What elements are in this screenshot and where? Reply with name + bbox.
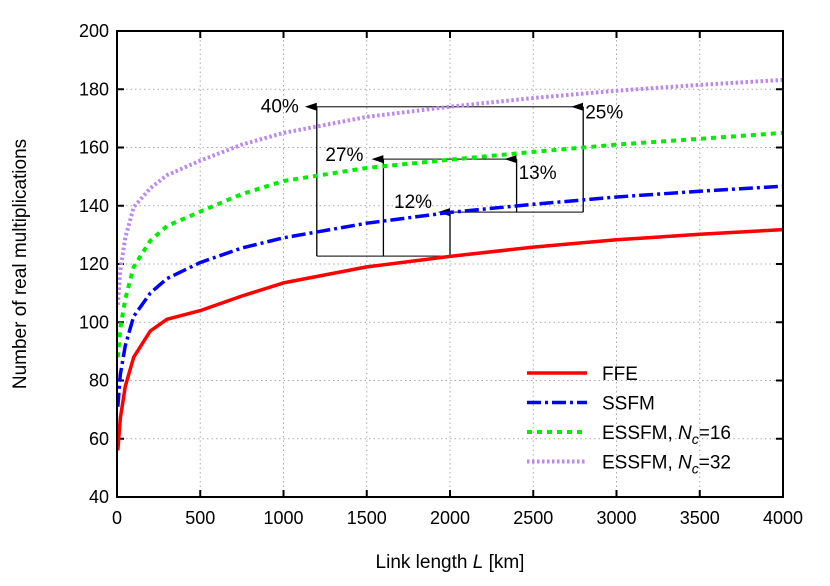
legend: FFE SSFM ESSFM, Nc=16 ESSFM, Nc=32	[527, 364, 731, 477]
y-tick-label: 200	[79, 21, 109, 41]
legend-label: SSFM	[602, 394, 655, 415]
x-tick-label: 3000	[596, 508, 636, 528]
plot-frame	[116, 30, 784, 498]
x-tick-label: 3500	[680, 508, 720, 528]
x-tick-label: 2000	[430, 508, 470, 528]
series-line	[116, 227, 784, 451]
y-tick-label: 40	[89, 487, 109, 507]
legend-label: FFE	[602, 364, 638, 385]
y-tick-label: 180	[79, 79, 109, 99]
annotation-label: 27%	[325, 145, 363, 166]
y-tick-label: 100	[79, 312, 109, 332]
x-tick-label: 4000	[763, 508, 803, 528]
x-axis-label: Link length L [km]	[376, 552, 525, 573]
y-tick-label: 60	[89, 429, 109, 449]
legend-label: ESSFM, Nc=32	[602, 453, 731, 477]
annotations: 40% 27% 12% 13% 25%	[261, 97, 623, 257]
y-tick-label: 120	[79, 254, 109, 274]
y-tick-label: 140	[79, 196, 109, 216]
annotation-label: 12%	[394, 192, 432, 213]
y-tick-label: 80	[89, 371, 109, 391]
x-tick-label: 0	[112, 508, 122, 528]
series-group	[115, 77, 784, 451]
series-line	[115, 77, 784, 305]
annotation-label: 40%	[261, 97, 299, 118]
annotation-label: 13%	[519, 163, 557, 184]
annotation-label: 25%	[585, 103, 623, 124]
ticks: 0 500 1000 1500 2000 2500 3000 3500 4000 40 60 80 10…	[79, 21, 803, 528]
x-tick-label: 2500	[513, 508, 553, 528]
x-tick-label: 1500	[347, 508, 387, 528]
x-tick-label: 500	[185, 508, 215, 528]
grid	[117, 31, 783, 497]
legend-label: ESSFM, Nc=16	[602, 423, 731, 447]
y-axis-label: Number of real multiplications	[10, 139, 31, 389]
y-tick-label: 160	[79, 138, 109, 158]
x-tick-label: 1000	[263, 508, 303, 528]
